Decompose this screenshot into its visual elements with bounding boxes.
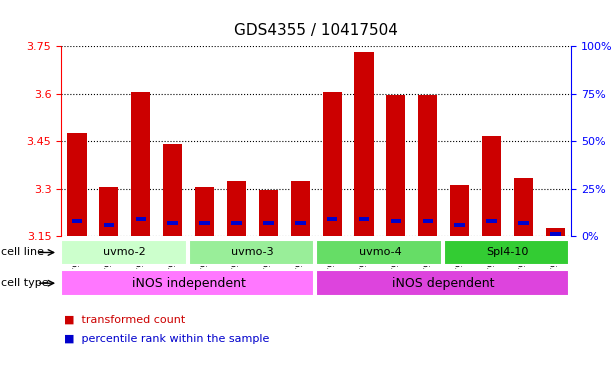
Bar [67, 133, 87, 236]
Bar [61, 270, 314, 296]
Bar [390, 219, 401, 223]
Bar [231, 221, 242, 225]
Text: GDS4355 / 10417504: GDS4355 / 10417504 [234, 23, 398, 38]
Text: cell type: cell type [1, 278, 48, 288]
Bar [167, 221, 178, 225]
Text: uvmo-3: uvmo-3 [231, 247, 274, 258]
Bar [189, 240, 314, 265]
Bar [455, 223, 465, 227]
Bar [518, 221, 529, 225]
Bar [227, 181, 246, 236]
Bar [546, 228, 565, 236]
Bar [316, 240, 442, 265]
Bar [163, 144, 182, 236]
Bar [423, 219, 433, 223]
Text: uvmo-4: uvmo-4 [359, 247, 401, 258]
Bar [450, 185, 469, 236]
Bar [104, 223, 114, 227]
Text: uvmo-2: uvmo-2 [103, 247, 146, 258]
Bar [359, 217, 369, 221]
Bar [354, 52, 373, 236]
Bar [199, 221, 210, 225]
Bar [295, 221, 306, 225]
Bar [136, 217, 146, 221]
Bar [131, 92, 150, 236]
Text: iNOS dependent: iNOS dependent [392, 277, 495, 290]
Bar [323, 92, 342, 236]
Bar [291, 181, 310, 236]
Bar [486, 219, 497, 223]
Bar [550, 232, 561, 236]
Bar [386, 95, 406, 236]
Bar [444, 240, 569, 265]
Text: ■  percentile rank within the sample: ■ percentile rank within the sample [64, 334, 269, 344]
Bar [259, 190, 278, 236]
Text: Spl4-10: Spl4-10 [486, 247, 529, 258]
Bar [195, 187, 214, 236]
Bar [419, 95, 437, 236]
Bar [61, 240, 186, 265]
Bar [514, 177, 533, 236]
Bar [316, 270, 569, 296]
Bar [71, 219, 82, 223]
Text: iNOS independent: iNOS independent [132, 277, 246, 290]
Bar [263, 221, 274, 225]
Bar [482, 136, 501, 236]
Text: cell line: cell line [1, 247, 43, 258]
Bar [327, 217, 337, 221]
Text: ■  transformed count: ■ transformed count [64, 314, 185, 324]
Bar [100, 187, 119, 236]
